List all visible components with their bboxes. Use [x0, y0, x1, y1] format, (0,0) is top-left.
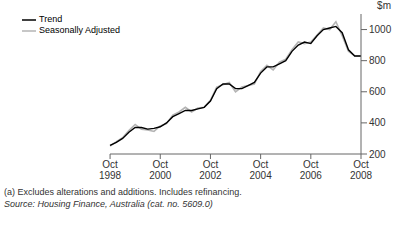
- html-text:Source: Housing Finance, Austr: Source: Housing Finance, Australia (cat.…: [4, 199, 213, 209]
- html-text:$m: $m: [377, 0, 391, 11]
- html-text:Seasonally Adjusted: Seasonally Adjusted: [39, 25, 121, 35]
- svg-text:Oct2004: Oct2004: [250, 159, 273, 181]
- svg-text:600: 600: [369, 86, 386, 97]
- svg-text:400: 400: [369, 117, 386, 128]
- svg-text:Oct2002: Oct2002: [199, 159, 222, 181]
- svg-text:200: 200: [369, 149, 386, 160]
- svg-text:Oct2006: Oct2006: [300, 159, 323, 181]
- svg-text:Oct2000: Oct2000: [149, 159, 172, 181]
- svg-text:Oct2008: Oct2008: [350, 159, 373, 181]
- svg-text:800: 800: [369, 55, 386, 66]
- svg-text:1000: 1000: [369, 24, 389, 35]
- html-text:(a) Excludes alterations and a: (a) Excludes alterations and additions. …: [4, 187, 242, 197]
- svg-text:Oct1998: Oct1998: [99, 159, 122, 181]
- html-text:Trend: Trend: [39, 14, 63, 24]
